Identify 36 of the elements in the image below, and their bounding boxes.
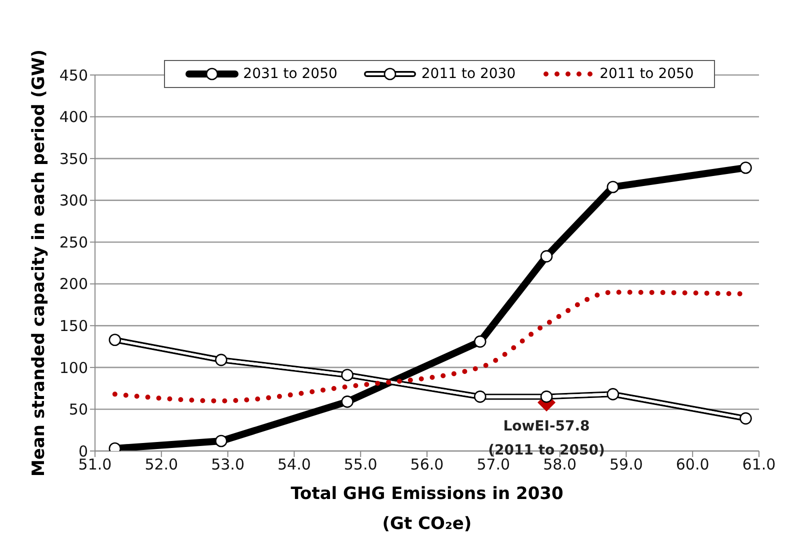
x-tick-label: 53.0	[211, 456, 245, 474]
y-tick-label: 350	[59, 150, 88, 168]
point	[215, 434, 228, 448]
point	[740, 412, 752, 425]
x-tick-label: 55.0	[344, 456, 378, 474]
x-tick-label: 60.0	[676, 456, 710, 474]
x-tick-label: 56.0	[410, 456, 444, 474]
y-tick-label: 250	[59, 233, 88, 252]
point	[740, 162, 752, 174]
point	[108, 334, 122, 346]
y-tick-label: 50	[68, 400, 88, 419]
point	[341, 368, 354, 382]
x-tick-label: 59.0	[609, 456, 643, 474]
point	[474, 390, 486, 403]
x-tick-label: 61.0	[742, 456, 776, 474]
legend-label: 2011 to 2030	[421, 66, 516, 82]
point	[606, 180, 620, 194]
y-axis-title: Mean stranded capacity in each period (GW)	[29, 49, 49, 477]
y-tick-label: 450	[59, 66, 88, 84]
point	[341, 396, 354, 408]
y-tick-label: 400	[59, 108, 88, 126]
x-tick-label: 52.0	[144, 456, 178, 474]
point	[474, 335, 486, 348]
y-tick-label: 150	[59, 316, 88, 335]
x-axis-title: Total GHG Emissions in 2030 (Gt CO₂e)	[290, 484, 564, 534]
point	[540, 390, 553, 403]
y-tick-label: 300	[59, 192, 88, 210]
y-tick-label: 100	[59, 358, 88, 377]
point	[606, 388, 620, 400]
legend-label: 2011 to 2050	[600, 66, 694, 82]
x-tick-label: 54.0	[277, 456, 311, 474]
x-tick-label: 51.0	[78, 456, 112, 474]
point	[540, 250, 553, 262]
point	[215, 354, 228, 366]
y-tick-label: 200	[59, 275, 88, 294]
legend-label: 2031 to 2050	[243, 66, 338, 82]
